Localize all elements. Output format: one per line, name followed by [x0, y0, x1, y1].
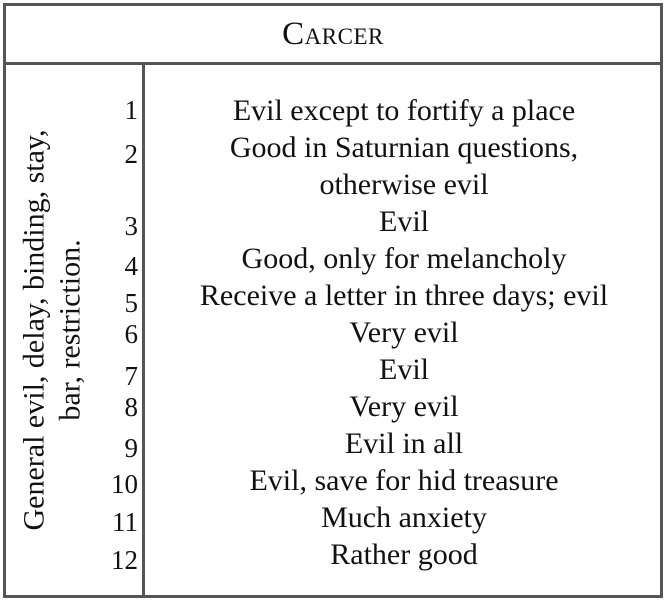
row-number-2: 2 [124, 139, 139, 169]
geomancy-table: Carcer General evil, delay, binding, sta… [3, 3, 663, 598]
row-text-4: Good, only for melancholy [241, 242, 567, 275]
row-text-9: Evil in all [344, 427, 464, 460]
row-number-10: 10 [111, 469, 138, 499]
row-text-8: Very evil [349, 390, 459, 423]
row-number-5: 5 [124, 288, 139, 318]
row-text-10: Evil, save for hid treasure [249, 464, 559, 497]
row-text-6: Very evil [349, 316, 459, 349]
row-text-11: Much anxiety [321, 501, 487, 534]
table-header: Carcer [6, 6, 660, 65]
row-number-1: 1 [124, 95, 139, 125]
row-number-7: 7 [124, 361, 139, 391]
row-number-8: 8 [124, 392, 139, 422]
side-label-line-2: bar, restriction. [53, 239, 86, 421]
row-number-12: 12 [111, 545, 138, 575]
table-title: Carcer [282, 15, 384, 52]
row-number-11: 11 [112, 507, 138, 537]
left-column: General evil, delay, binding, stay, bar,… [6, 65, 145, 595]
row-number-4: 4 [124, 251, 139, 281]
side-label-line-1: General evil, delay, binding, stay, [17, 129, 50, 531]
row-text-1: Evil except to fortify a place [232, 94, 576, 127]
row-number-6: 6 [124, 319, 139, 349]
row-text-7: Evil [379, 353, 429, 386]
row-number-3: 3 [124, 211, 139, 241]
row-text-12: Rather good [330, 538, 478, 571]
row-number-9: 9 [124, 433, 139, 463]
row-text-3: Evil [379, 205, 429, 238]
row-text-2-continued: otherwise evil [319, 168, 489, 201]
row-text-2: Good in Saturnian questions, [229, 131, 579, 164]
table-body: Evil except to fortify a place Good in S… [148, 65, 660, 595]
row-text-5: Receive a letter in three days; evil [199, 279, 609, 312]
side-label: General evil, delay, binding, stay, bar,… [12, 65, 92, 595]
